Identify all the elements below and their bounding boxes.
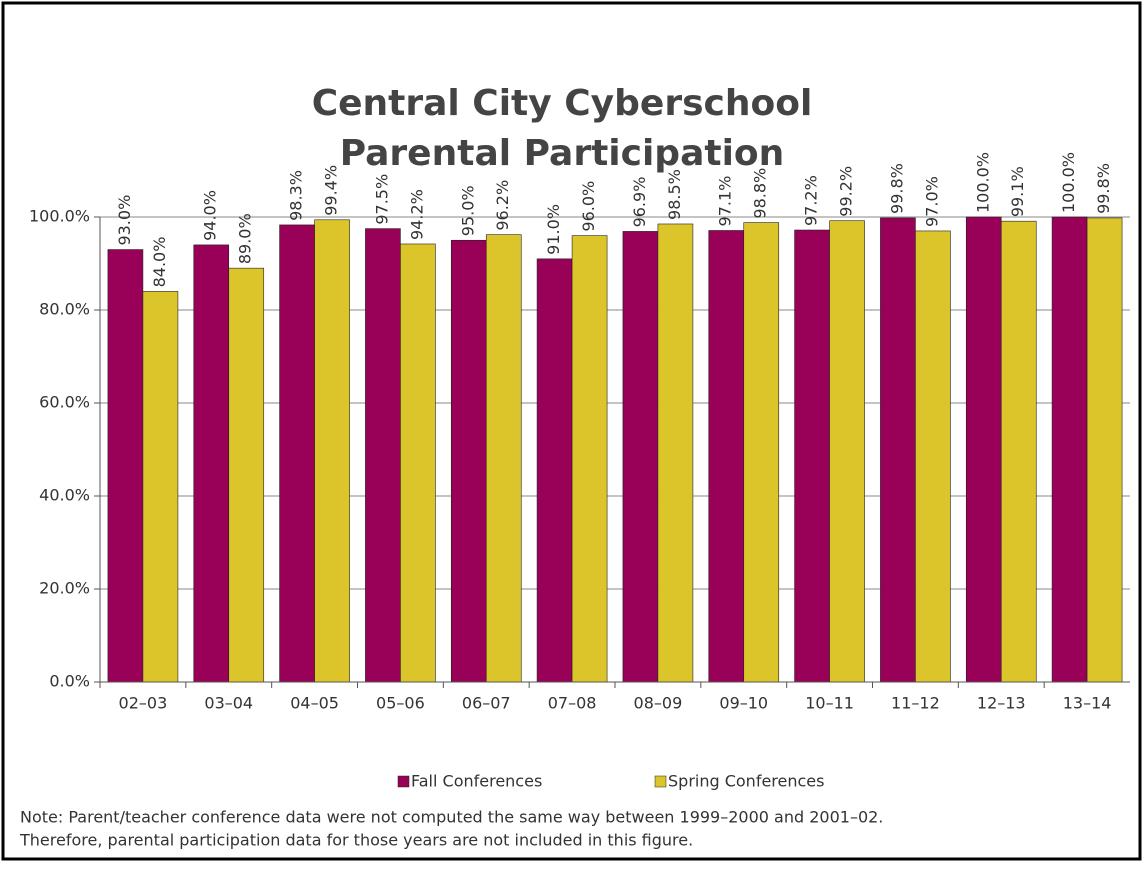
data-label: 96.9% — [630, 177, 649, 228]
x-tick-label: 13–14 — [1063, 694, 1112, 713]
bar — [536, 258, 573, 683]
bar — [314, 219, 350, 683]
y-tick-label: 0.0% — [49, 672, 90, 691]
bar — [794, 229, 830, 683]
data-label: 100.0% — [1059, 152, 1078, 213]
x-tick-label: 05–06 — [376, 694, 425, 713]
data-label: 89.0% — [236, 213, 255, 264]
data-label: 96.0% — [579, 181, 598, 232]
x-tick-label: 08–09 — [634, 694, 683, 713]
y-tick-label: 60.0% — [39, 393, 90, 412]
bar — [708, 230, 745, 683]
bar — [228, 267, 265, 683]
data-label: 99.1% — [1008, 166, 1027, 217]
data-label: 91.0% — [544, 204, 563, 255]
chart-title: Central City Cyberschool — [312, 83, 813, 124]
bar — [450, 239, 487, 683]
bar — [193, 244, 230, 683]
bar — [829, 220, 865, 683]
legend-label: Spring Conferences — [668, 772, 824, 791]
chart-title: Parental Participation — [340, 133, 785, 174]
data-label: 99.8% — [887, 163, 906, 214]
data-label: 94.0% — [201, 190, 220, 241]
x-tick-label: 09–10 — [719, 694, 768, 713]
bar — [142, 291, 179, 683]
data-label: 98.3% — [287, 170, 306, 221]
x-tick-label: 11–12 — [891, 694, 940, 713]
data-label: 97.5% — [372, 174, 391, 225]
x-tick-label: 07–08 — [548, 694, 597, 713]
data-label: 95.0% — [458, 185, 477, 236]
bar — [915, 230, 951, 683]
data-label: 97.2% — [802, 175, 821, 226]
bar — [400, 243, 436, 683]
data-label: 99.4% — [322, 165, 341, 216]
bar — [365, 228, 401, 683]
data-label: 100.0% — [973, 152, 992, 213]
bar — [880, 217, 916, 683]
x-tick-label: 03–04 — [204, 694, 253, 713]
bar — [657, 223, 694, 683]
bar — [485, 234, 522, 683]
note: Note: Parent/teacher conference data wer… — [20, 808, 883, 827]
legend-swatch — [654, 775, 667, 788]
data-label: 97.1% — [716, 176, 735, 227]
bar — [1000, 220, 1037, 683]
y-tick-label: 40.0% — [39, 486, 90, 505]
bar — [1086, 217, 1123, 683]
x-tick-label: 06–07 — [462, 694, 511, 713]
bar — [107, 249, 144, 683]
x-tick-label: 12–13 — [977, 694, 1026, 713]
note: Therefore, parental participation data f… — [19, 831, 693, 850]
data-label: 98.5% — [665, 169, 684, 220]
data-label: 98.8% — [751, 168, 770, 219]
x-tick-label: 10–11 — [805, 694, 854, 713]
y-tick-label: 80.0% — [39, 300, 90, 319]
legend-swatch — [397, 775, 410, 788]
data-label: 99.2% — [837, 166, 856, 217]
y-tick-label: 20.0% — [39, 579, 90, 598]
legend-label: Fall Conferences — [411, 772, 542, 791]
data-label: 93.0% — [115, 195, 134, 246]
data-label: 97.0% — [922, 176, 941, 227]
data-label: 96.2% — [493, 180, 512, 231]
data-label: 84.0% — [150, 237, 169, 288]
bar — [622, 231, 659, 683]
bar — [571, 235, 608, 683]
x-tick-label: 02–03 — [119, 694, 168, 713]
bar — [743, 222, 780, 683]
bar — [279, 224, 315, 683]
y-tick-label: 100.0% — [29, 207, 90, 226]
data-label: 94.2% — [407, 189, 426, 240]
bar — [1051, 216, 1088, 683]
x-tick-label: 04–05 — [290, 694, 339, 713]
bar — [965, 216, 1002, 683]
data-label: 99.8% — [1094, 163, 1113, 214]
